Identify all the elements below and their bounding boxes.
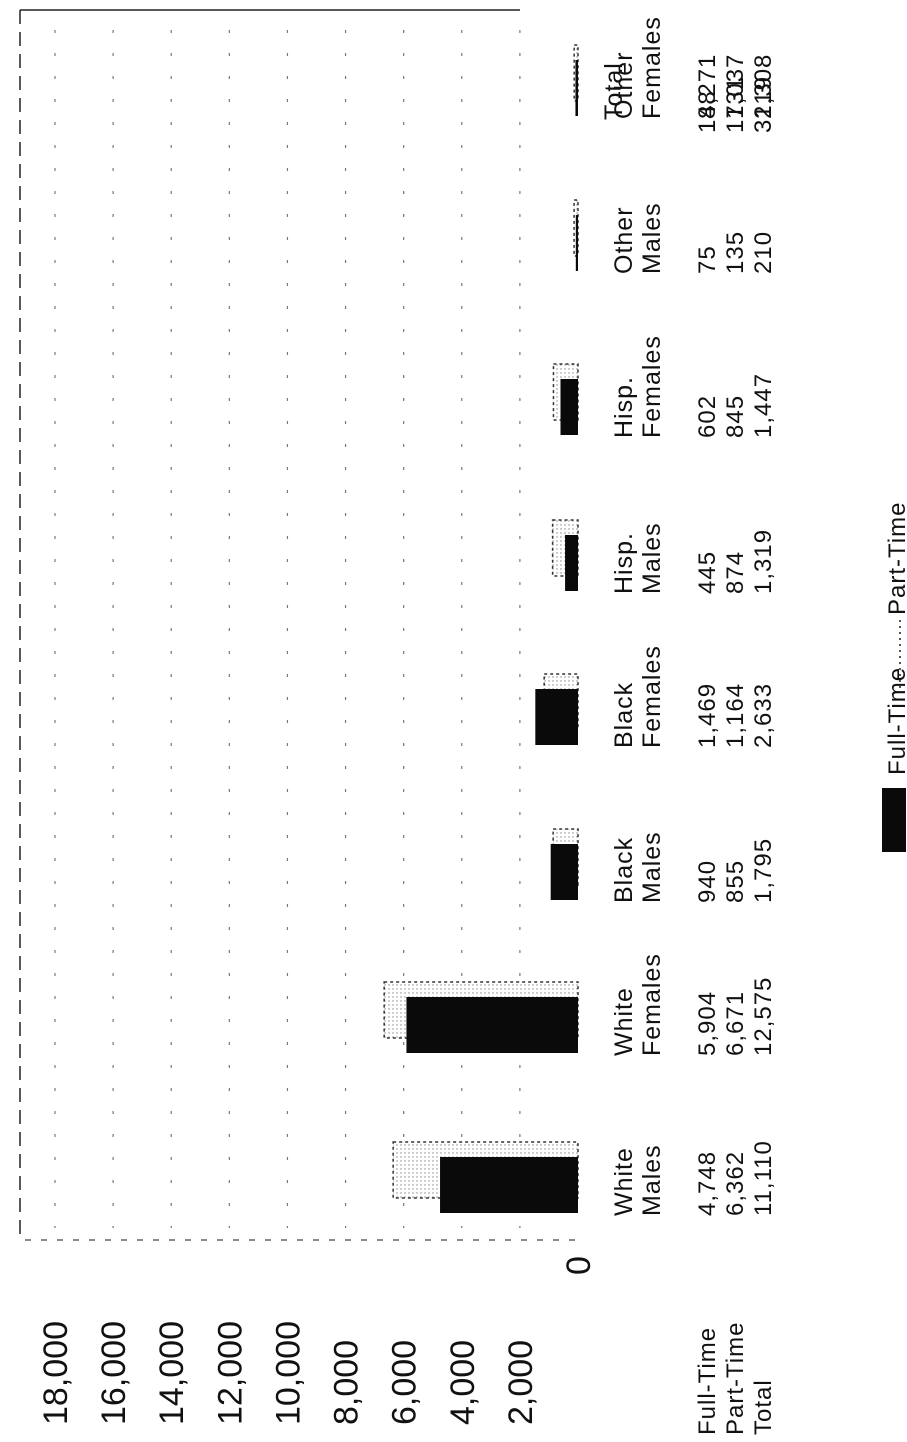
category-label: Males bbox=[638, 1144, 666, 1216]
table-cell: 88 bbox=[694, 90, 721, 119]
table-row-label: Full-Time bbox=[694, 1327, 721, 1435]
y-tick-label: 4,000 bbox=[444, 1340, 482, 1425]
table-cell: 12,575 bbox=[750, 977, 777, 1056]
category-label: Females bbox=[638, 645, 666, 748]
plot-frame bbox=[19, 9, 575, 1241]
table-cell: 6,671 bbox=[722, 991, 749, 1056]
category-label: Hisp. bbox=[610, 376, 638, 438]
table-cell: 31,308 bbox=[750, 54, 777, 133]
table-cell: 940 bbox=[694, 860, 721, 903]
data-table: Full-Time 4,748 5,904 940 1,469 445 602 75 8814,… bbox=[694, 54, 777, 1435]
table-cell: 2,633 bbox=[750, 683, 777, 748]
table-cell: 17,037 bbox=[722, 54, 749, 133]
category-label: White bbox=[610, 987, 638, 1056]
table-cell: 602 bbox=[694, 395, 721, 438]
bar-full-time-hisp-females bbox=[560, 379, 578, 435]
table-cell: 14,271 bbox=[694, 54, 721, 133]
table-cell: 855 bbox=[722, 860, 749, 903]
y-tick-label: 8,000 bbox=[328, 1340, 366, 1425]
category-label: Females bbox=[638, 16, 666, 119]
category-label: Other bbox=[610, 206, 638, 274]
y-tick-label: 14,000 bbox=[153, 1321, 191, 1425]
bar-full-time-white-males bbox=[440, 1157, 578, 1213]
y-axis-ticks: 0 2,000 4,000 6,000 8,000 10,000 12,000 14,000 1… bbox=[37, 1256, 598, 1425]
table-cell: 75 bbox=[694, 245, 721, 274]
table-cell: 845 bbox=[722, 395, 749, 438]
category-label: Black bbox=[610, 837, 638, 903]
category-label: Males bbox=[638, 831, 666, 903]
legend: Full-Time Part-Time bbox=[882, 502, 907, 852]
y-tick-label: 18,000 bbox=[37, 1321, 75, 1425]
category-label: Males bbox=[638, 202, 666, 274]
y-tick-label: 2,000 bbox=[502, 1340, 540, 1425]
table-cell: 445 bbox=[694, 551, 721, 594]
bars bbox=[383, 44, 579, 1213]
table-cell: 1,164 bbox=[722, 683, 749, 748]
legend-swatch-full-time bbox=[882, 788, 906, 852]
bar-full-time-other-females bbox=[575, 60, 578, 116]
table-cell: 1,319 bbox=[750, 529, 777, 594]
bar-full-time-hisp-males bbox=[565, 535, 578, 591]
table-cell: 219 bbox=[750, 76, 777, 119]
y-tick-label: 10,000 bbox=[269, 1321, 307, 1425]
gridlines bbox=[54, 30, 521, 1228]
table-cell: 5,904 bbox=[694, 991, 721, 1056]
table-cell: 6,362 bbox=[722, 1151, 749, 1216]
category-label: Total bbox=[600, 62, 628, 120]
table-cell: 135 bbox=[722, 231, 749, 274]
table-cell: 131 bbox=[722, 76, 749, 119]
table-cell: 1,469 bbox=[694, 683, 721, 748]
category-label: Other bbox=[610, 51, 638, 119]
y-tick-label: 12,000 bbox=[211, 1321, 249, 1425]
category-label: Hisp. bbox=[610, 532, 638, 594]
legend-label-full-time: Full-Time bbox=[884, 667, 907, 775]
table-cell: 1,447 bbox=[750, 373, 777, 438]
bar-full-time-white-females bbox=[406, 997, 578, 1053]
table-cell: 210 bbox=[750, 231, 777, 274]
table-row-label: Total bbox=[750, 1379, 777, 1435]
table-cell: 11,110 bbox=[750, 1140, 777, 1216]
y-tick-label: 16,000 bbox=[95, 1321, 133, 1425]
category-label: Black bbox=[610, 682, 638, 748]
y-tick-label: 6,000 bbox=[386, 1340, 424, 1425]
category-label: Males bbox=[638, 522, 666, 594]
category-label: Females bbox=[638, 953, 666, 1056]
bar-full-time-black-males bbox=[550, 844, 578, 900]
table-cell: 1,795 bbox=[750, 838, 777, 903]
category-label: Females bbox=[638, 335, 666, 438]
bar-full-time-black-females bbox=[535, 689, 578, 745]
category-label: White bbox=[610, 1147, 638, 1216]
y-tick-label: 0 bbox=[560, 1256, 598, 1275]
table-row-label: Part-Time bbox=[722, 1322, 749, 1435]
bar-full-time-other-males bbox=[575, 215, 578, 271]
table-cell: 874 bbox=[722, 551, 749, 594]
legend-label-part-time: Part-Time bbox=[884, 502, 907, 615]
table-cell: 4,748 bbox=[694, 1151, 721, 1216]
